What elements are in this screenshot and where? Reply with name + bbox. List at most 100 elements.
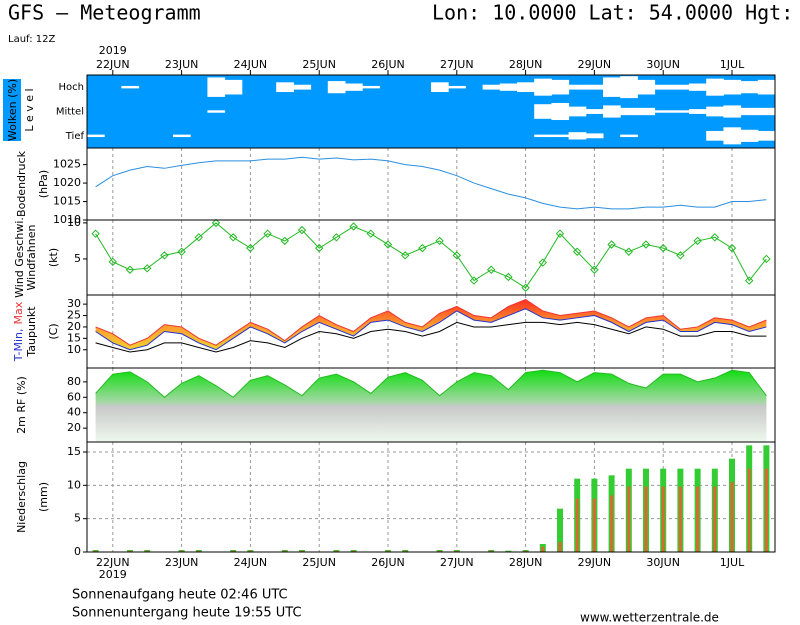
cloud-cover	[224, 79, 243, 95]
series-line	[95, 156, 767, 210]
marker	[418, 243, 427, 253]
y-tick-label: 1020	[53, 176, 81, 189]
date-label: 29JUN	[578, 58, 612, 71]
marker	[555, 229, 565, 238]
cloud-cover	[620, 76, 638, 99]
cloud-cover	[482, 84, 501, 90]
marker	[452, 251, 462, 260]
axis-unit: (hPa)	[37, 170, 50, 198]
marker	[91, 229, 100, 238]
cloud-cover	[173, 134, 191, 138]
y-tick-label: 20	[67, 421, 81, 434]
bar	[334, 550, 338, 552]
cloud-cover	[637, 107, 656, 116]
run: Lauf: 12Z	[8, 34, 55, 45]
series-line	[95, 321, 767, 353]
cloud-cover	[551, 102, 570, 121]
marker	[314, 243, 324, 253]
bar	[403, 550, 407, 552]
cloud-cover	[706, 130, 724, 141]
cloud-cover	[585, 84, 604, 90]
date-label: 30JUN	[646, 58, 680, 71]
cloud-cover	[671, 84, 690, 90]
bar	[592, 498, 596, 552]
marker	[435, 236, 444, 246]
legend-entry: T-Min,	[12, 329, 25, 363]
cloud-cover	[293, 84, 312, 90]
date-label: 24JUN	[234, 556, 268, 569]
cloud-cover	[757, 79, 776, 95]
cloud-cover	[345, 83, 363, 91]
bar	[557, 508, 563, 552]
cloud-cover	[551, 134, 570, 138]
y-tick-label: 40	[67, 406, 81, 419]
marker	[280, 236, 290, 246]
panel-label: L e v e l	[23, 88, 36, 131]
date-label: 28JUN	[509, 556, 543, 569]
bar	[180, 550, 184, 552]
cloud-cover	[499, 83, 518, 91]
series-line	[95, 222, 767, 289]
bar	[94, 550, 98, 552]
marker	[624, 247, 634, 256]
cloud-cover	[706, 106, 724, 117]
y-tick-label: 60	[67, 390, 81, 403]
date-label: 22JUN	[96, 556, 130, 569]
y-tick-label: 10	[67, 478, 81, 491]
marker	[762, 254, 771, 264]
marker	[486, 265, 496, 274]
date-label: 27JUN	[440, 58, 474, 71]
marker	[744, 276, 754, 285]
date-label: 1JUL	[720, 556, 745, 569]
cloud-cover	[740, 129, 759, 142]
cloud-cover	[723, 105, 742, 118]
cloud-cover	[448, 85, 466, 89]
date-label: 23JUN	[165, 556, 199, 569]
marker	[400, 251, 410, 260]
date-label: 23JUN	[165, 58, 199, 71]
cloud-cover	[534, 104, 552, 119]
cloud-cover	[568, 132, 587, 140]
date-label: 25JUN	[302, 556, 336, 569]
bar	[438, 550, 442, 552]
cloud-cover	[362, 85, 380, 89]
marker	[228, 233, 238, 242]
bar	[575, 498, 579, 552]
marker	[658, 243, 668, 253]
axis-unit: (kt)	[47, 248, 60, 267]
y-tick-label: 80	[67, 375, 81, 388]
bar	[352, 550, 356, 552]
bar	[386, 550, 390, 552]
axis-title: Wind Geschwi.	[13, 217, 26, 298]
axis-title: Niederschlag	[15, 461, 28, 533]
cloud-cover	[689, 83, 707, 91]
y-tick-label: 10	[67, 343, 81, 356]
date-label: 1JUL	[720, 58, 745, 71]
cloud-cover	[276, 82, 294, 93]
cloud-cover	[534, 134, 552, 138]
level-label: Mittel	[56, 107, 84, 118]
y-tick-label: 15	[67, 445, 81, 458]
marker	[332, 233, 341, 242]
bar	[644, 486, 648, 552]
bar	[283, 550, 287, 552]
y-tick-label: 15	[67, 331, 81, 344]
cloud-cover	[517, 82, 535, 93]
cloud-cover	[551, 79, 570, 95]
series-line	[95, 308, 767, 351]
level-label: Tief	[65, 131, 85, 142]
date-label: 29JUN	[578, 556, 612, 569]
marker	[590, 265, 599, 274]
cloud-cover	[620, 107, 638, 116]
marker	[383, 240, 393, 249]
marker	[572, 247, 582, 256]
axis-unit: (mm)	[37, 482, 50, 512]
legend-entry: Taupunkt	[25, 306, 38, 358]
year-label: 2019	[99, 44, 127, 57]
location: Lon: 10.0000 Lat: 54.0000 Hgt: 2	[432, 1, 800, 25]
title-box	[3, 79, 21, 141]
bar	[128, 550, 132, 552]
bar	[661, 486, 665, 552]
marker	[521, 283, 530, 292]
